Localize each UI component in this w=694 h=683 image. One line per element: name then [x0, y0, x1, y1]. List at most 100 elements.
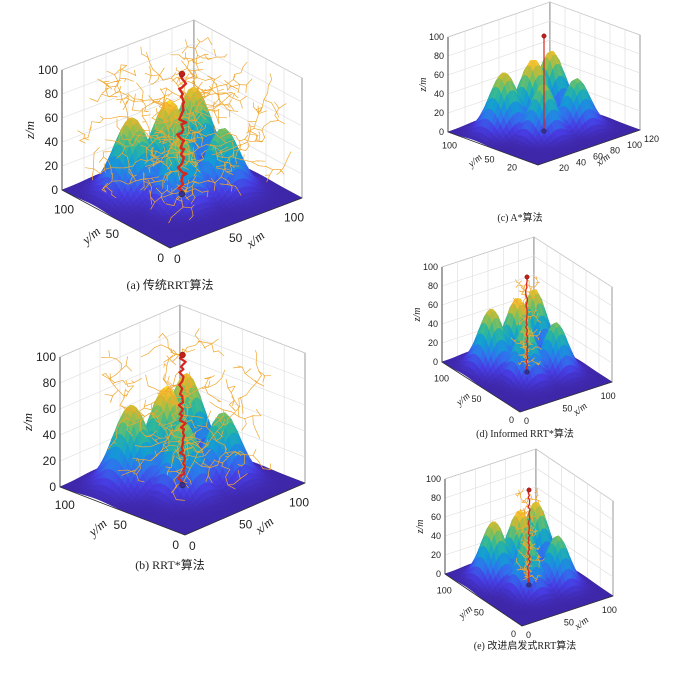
x-tick-label: 100: [284, 210, 304, 224]
start-point: [178, 190, 186, 198]
y-tick-label: 50: [474, 607, 484, 617]
z-axis-label: z/m: [20, 413, 35, 432]
panel-b: 0 20 40 60 80 100 0 50 100 0 50 100 z/m y/m x/m: [0, 304, 340, 555]
panel-e: 0 20 40 60 80 100 0 50 100 0 50 100 z/m y/m x/m: [400, 448, 650, 640]
x-tick-label: 100: [627, 140, 642, 150]
search-tree: [101, 328, 272, 501]
z-axis-label: z/m: [412, 308, 423, 323]
z-tick-label: 80: [428, 281, 438, 291]
tick-labels: 0 20 40 60 80 100 0 50 100 0 50 100: [36, 350, 309, 553]
y-tick-label: 0: [157, 251, 164, 265]
z-tick-label: 40: [45, 135, 59, 149]
x-tick-label: 120: [644, 134, 659, 144]
planned-path: [527, 487, 531, 584]
x-tick-label: 40: [576, 157, 586, 167]
x-tick-label: 0: [524, 416, 529, 426]
z-tick-label: 0: [51, 183, 58, 197]
y-tick-label: 50: [106, 227, 120, 241]
y-tick-label: 50: [471, 394, 481, 404]
axis-lines: [447, 37, 641, 166]
z-axis-label: z/m: [418, 78, 429, 93]
terrain-surface: [441, 289, 613, 413]
axis-lines: [61, 70, 303, 249]
planned-path: [525, 275, 529, 371]
z-tick-label: 20: [428, 338, 438, 348]
z-axis-label: z/m: [22, 121, 37, 140]
z-tick-label: 40: [431, 531, 441, 541]
z-tick-label: 60: [45, 111, 59, 125]
axis-lines: [59, 357, 306, 536]
z-tick-label: 20: [434, 108, 444, 118]
caption-b: (b) RRT*算法: [135, 558, 205, 572]
goal-point: [541, 33, 547, 39]
start-point: [541, 128, 547, 134]
y-tick-label: 50: [114, 518, 128, 532]
goal-point: [178, 70, 186, 78]
planned-path: [177, 352, 187, 484]
z-tick-label: 100: [429, 32, 444, 42]
surface-plot-a: 0 20 40 60 80 100 0 50 100 0 50 100 z/m y/m x/m: [22, 19, 304, 266]
planned-path: [176, 70, 188, 193]
y-tick-label: 50: [484, 154, 494, 164]
x-tick-label: 0: [526, 630, 531, 640]
y-axis-label: y/m: [454, 391, 473, 409]
y-axis-label: y/m: [456, 604, 475, 622]
y-tick-label: 100: [55, 498, 75, 512]
z-tick-label: 40: [428, 319, 438, 329]
start-point: [179, 481, 186, 489]
terrain-surface: [447, 51, 641, 166]
z-tick-label: 100: [426, 474, 441, 484]
x-tick-label: 100: [289, 496, 309, 510]
z-tick-label: 20: [43, 454, 57, 468]
terrain-surface: [61, 86, 303, 249]
z-tick-label: 100: [38, 63, 58, 77]
x-tick-label: 100: [602, 605, 617, 615]
x-axis-label: x/m: [571, 401, 590, 419]
x-tick-label: 100: [601, 391, 616, 401]
x-axis-label: x/m: [251, 514, 276, 538]
caption-d: (d) Informed RRT*算法: [476, 429, 574, 440]
z-axis-label: z/m: [415, 520, 426, 535]
x-axis-label: x/m: [242, 228, 267, 252]
x-tick-label: 50: [229, 231, 243, 245]
search-tree: [77, 37, 292, 224]
goal-point: [524, 274, 530, 280]
panel-c: 0 20 40 60 80 100 20 50 100 20 40 60 80 100 120 z/m y/m x…: [400, 1, 659, 210]
z-tick-label: 0: [49, 480, 56, 494]
x-tick-label: 0: [174, 252, 181, 266]
search-tree: [515, 487, 545, 582]
surface-plot-d: 0 20 40 60 80 100 0 50 100 0 50 100 z/m y/m x/m: [412, 236, 616, 426]
y-axis-label: y/m: [78, 224, 104, 249]
z-tick-label: 60: [434, 70, 444, 80]
start-point: [526, 582, 532, 588]
caption-c: (c) A*算法: [497, 213, 543, 224]
y-tick-label: 100: [54, 203, 74, 217]
panel-d: 0 20 40 60 80 100 0 50 100 0 50 100 z/m y/m x/m: [400, 236, 650, 426]
y-tick-label: 100: [434, 373, 449, 383]
z-tick-label: 0: [433, 357, 438, 367]
y-tick-label: 0: [511, 629, 516, 639]
x-axis-label: x/m: [572, 615, 591, 633]
x-tick-label: 80: [610, 146, 620, 156]
tick-labels: 0 20 40 60 80 100 0 50 100 0 50 100: [423, 262, 616, 426]
z-tick-label: 20: [45, 159, 59, 173]
z-tick-label: 0: [439, 127, 444, 137]
z-tick-label: 0: [436, 569, 441, 579]
z-tick-label: 80: [43, 376, 57, 390]
axis-lines: [441, 267, 613, 413]
z-tick-label: 60: [431, 512, 441, 522]
z-tick-label: 40: [43, 428, 57, 442]
x-tick-label: 60: [593, 152, 603, 162]
z-tick-label: 100: [423, 262, 438, 272]
start-point: [524, 369, 530, 375]
z-tick-label: 80: [431, 493, 441, 503]
surface-plot-b: 0 20 40 60 80 100 0 50 100 0 50 100 z/m y/m x/m: [20, 304, 309, 553]
axis-lines: [444, 479, 614, 627]
goal-point: [526, 487, 532, 493]
caption-e: (e) 改进启发式RRT算法: [473, 641, 577, 652]
y-tick-label: 100: [437, 586, 452, 596]
z-tick-label: 80: [45, 87, 59, 101]
y-tick-label: 0: [509, 415, 514, 425]
